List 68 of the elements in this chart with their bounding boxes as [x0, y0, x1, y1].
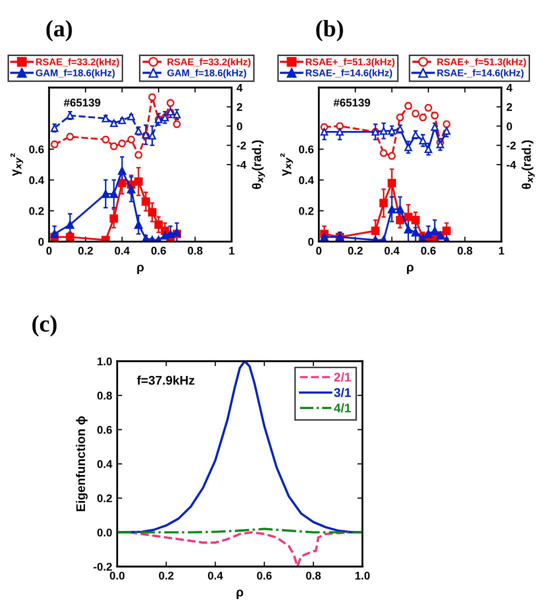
x-axis-title: ρ — [137, 264, 144, 274]
y2-axis-title: θ$_{xy}$(rad.) — [252, 140, 265, 189]
y2-tick-label: -4 — [236, 160, 246, 169]
y-tick-label: 1.0 — [98, 357, 112, 366]
x-tick-label: 0 — [316, 246, 322, 255]
x-tick-label: 0.8 — [306, 572, 321, 580]
y-axis-title: Eigenfunction ϕ — [76, 416, 88, 512]
y2-axis-title: θ$_{xy}$(rad.) — [522, 140, 535, 189]
y-tick-label: 0.0 — [97, 528, 112, 536]
y-tick-label: 0.8 — [97, 392, 112, 400]
y-tick-label: 0.2 — [29, 207, 44, 215]
y-tick-label: 0 — [38, 238, 44, 246]
x-tick-label: 0.4 — [208, 572, 223, 580]
x-tick-label: 0.6 — [151, 246, 166, 255]
legend-label: RSAE_f=33.2(kHz) — [168, 58, 250, 68]
legend-label: RSAE+_f=51.3(kHz) — [306, 58, 394, 68]
chart-title: (b) — [316, 20, 343, 42]
x-axis-title: ρ — [236, 590, 244, 599]
y-tick-label: -0.2 — [94, 562, 112, 571]
y2-tick-label: 2 — [236, 103, 242, 111]
x-tick-label: 1.0 — [355, 572, 370, 580]
y2-tick-label: 0 — [506, 122, 512, 130]
y-tick-label: 0.4 — [298, 176, 314, 184]
y-tick-label: 0.2 — [97, 494, 112, 502]
x-tick-label: 0.0 — [110, 572, 124, 580]
chart-title: (a) — [46, 20, 72, 42]
legend-label: RSAE_f=33.2(kHz) — [36, 58, 120, 68]
legend-label: 3/1 — [334, 388, 351, 398]
x-tick-label: 0.2 — [78, 246, 93, 255]
x-tick-label: 0 — [46, 246, 52, 255]
x-tick-label: 0.2 — [348, 246, 363, 255]
y-tick-label: 0.4 — [97, 460, 112, 468]
y-tick-label: 0 — [308, 238, 314, 246]
x-tick-label: 0.6 — [421, 246, 436, 255]
y-axis-title: γ$_{xy}$² — [280, 153, 293, 176]
chart-title: (c) — [32, 315, 57, 337]
annotation: f=37.9kHz — [137, 376, 194, 385]
legend-label: 2/1 — [334, 372, 351, 382]
y-tick-label: 0.6 — [97, 426, 112, 434]
y-tick-label: 0.6 — [298, 145, 314, 154]
x-tick-label: 0.8 — [458, 246, 472, 255]
y-tick-label: 0.2 — [298, 207, 314, 215]
y-axis-title: γ$_{xy}$² — [10, 153, 24, 176]
y2-tick-label: 4 — [506, 84, 512, 92]
y2-tick-label: -4 — [506, 160, 516, 169]
annotation: #65139 — [334, 98, 370, 107]
x-tick-label: 0.6 — [257, 572, 272, 580]
legend-label: RSAE+_f=51.3(kHz) — [437, 58, 526, 68]
y2-tick-label: 0 — [236, 122, 242, 130]
x-tick-label: 0.2 — [158, 572, 174, 580]
x-axis-title: ρ — [406, 264, 414, 274]
x-tick-label: 0.4 — [114, 246, 130, 255]
x-tick-label: 1 — [229, 246, 234, 255]
x-tick-label: 1 — [499, 246, 504, 255]
y2-tick-label: 4 — [236, 84, 243, 92]
y2-tick-label: -2 — [506, 142, 516, 150]
y-tick-label: 0.4 — [29, 176, 44, 184]
legend-label: GAM_f=18.6(kHz) — [36, 69, 115, 78]
x-tick-label: 0.8 — [188, 246, 202, 255]
y2-tick-label: 2 — [506, 103, 512, 111]
y-tick-label: 0.6 — [29, 145, 44, 154]
legend-label: RSAE-_f=14.6(kHz) — [437, 69, 524, 78]
legend-label: RSAE-_f=14.6(kHz) — [306, 69, 392, 78]
annotation: #65139 — [64, 98, 100, 107]
y2-tick-label: -2 — [236, 142, 246, 150]
x-tick-label: 0.4 — [384, 246, 400, 255]
legend-label: GAM_f=18.6(kHz) — [167, 69, 246, 78]
legend-label: 4/1 — [334, 403, 351, 413]
